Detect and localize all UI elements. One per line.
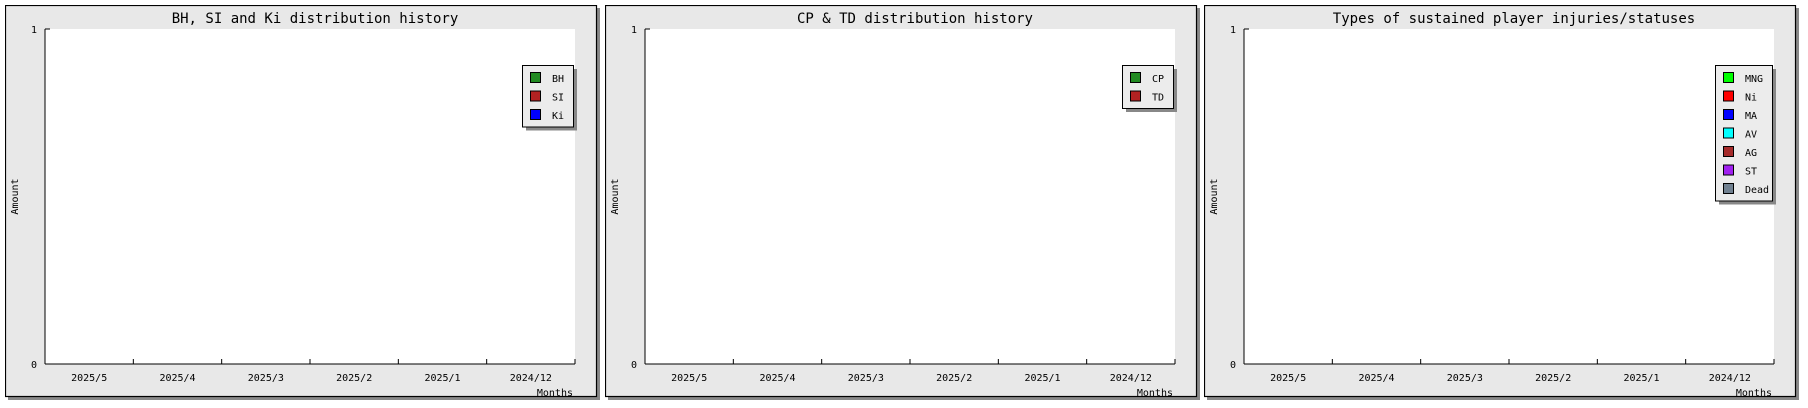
legend-swatch-bh — [530, 72, 541, 83]
x-tick-label: 2025/2 — [1535, 373, 1571, 384]
legend: MNG Ni MA AV AG ST Dead — [1715, 65, 1773, 202]
y-axis-label: Amount — [10, 178, 21, 214]
legend-label: MA — [1745, 111, 1757, 122]
x-tick-label: 2025/3 — [1447, 373, 1483, 384]
chart-panel-bh-si-ki: BH, SI and Ki distribution history 0 1 2025… — [4, 4, 600, 400]
x-tick-label: 2025/1 — [1024, 373, 1060, 384]
legend-label: Ni — [1745, 93, 1757, 104]
legend-label: Ki — [552, 111, 564, 122]
x-axis-label: Months — [1736, 388, 1772, 399]
x-tick-label: 2025/4 — [759, 373, 795, 384]
x-tick-label: 2024/12 — [1709, 373, 1751, 384]
y-tick-label: 1 — [631, 25, 637, 36]
x-tick-label: 2025/2 — [336, 373, 372, 384]
legend-label: AG — [1745, 148, 1757, 159]
y-tick-label: 0 — [31, 360, 37, 371]
chart-title: BH, SI and Ki distribution history — [172, 11, 459, 27]
legend-label: ST — [1745, 167, 1757, 178]
y-axis-label: Amount — [610, 178, 621, 214]
chart-svg: BH, SI and Ki distribution history 0 1 2025… — [4, 4, 600, 400]
legend-label: CP — [1152, 74, 1164, 85]
y-tick-label: 1 — [1230, 25, 1236, 36]
chart-svg: CP & TD distribution history 0 1 2025/5 2025… — [604, 4, 1200, 400]
chart-panel-cp-td: CP & TD distribution history 0 1 2025/5 2025… — [604, 4, 1200, 400]
legend-swatch-ag — [1723, 146, 1734, 157]
legend-swatch-dead — [1723, 183, 1734, 194]
legend-swatch-ki — [530, 109, 541, 120]
x-axis-label: Months — [537, 388, 573, 399]
legend-label: AV — [1745, 130, 1757, 141]
x-tick-label: 2025/3 — [848, 373, 884, 384]
x-tick-label: 2024/12 — [1110, 373, 1152, 384]
plot-area — [645, 29, 1175, 364]
x-tick-label: 2025/3 — [248, 373, 284, 384]
x-tick-label: 2024/12 — [510, 373, 552, 384]
x-axis-label: Months — [1137, 388, 1173, 399]
legend-label: Dead — [1745, 185, 1769, 196]
legend-box — [1122, 65, 1174, 109]
chart-svg: Types of sustained player injuries/statu… — [1203, 4, 1799, 400]
x-tick-label: 2025/5 — [1270, 373, 1306, 384]
legend-label: BH — [552, 74, 564, 85]
y-tick-label: 0 — [631, 360, 637, 371]
x-tick-label: 2025/1 — [1623, 373, 1659, 384]
legend-swatch-st — [1723, 164, 1734, 176]
legend-swatch-ma — [1723, 109, 1734, 120]
y-axis-label: Amount — [1209, 178, 1220, 214]
legend-swatch-ni — [1723, 90, 1734, 102]
x-tick-label: 2025/5 — [71, 373, 107, 384]
x-tick-label: 2025/4 — [159, 373, 195, 384]
chart-title: Types of sustained player injuries/statu… — [1333, 11, 1695, 27]
x-tick-label: 2025/5 — [671, 373, 707, 384]
legend-swatch-mng — [1723, 72, 1734, 83]
x-tick-label: 2025/1 — [424, 373, 460, 384]
legend-swatch-td — [1130, 90, 1141, 102]
legend-swatch-av — [1723, 127, 1734, 139]
legend: CP TD — [1122, 65, 1174, 109]
legend-label: TD — [1152, 93, 1164, 104]
legend-label: SI — [552, 93, 564, 104]
y-tick-label: 0 — [1230, 360, 1236, 371]
legend-label: MNG — [1745, 74, 1763, 85]
x-tick-label: 2025/2 — [936, 373, 972, 384]
legend: BH SI Ki — [522, 65, 574, 128]
plot-area — [45, 29, 575, 364]
plot-area — [1244, 29, 1774, 364]
legend-swatch-si — [530, 90, 541, 102]
chart-title: CP & TD distribution history — [797, 11, 1033, 27]
legend-swatch-cp — [1130, 72, 1141, 83]
chart-panel-injuries: Types of sustained player injuries/statu… — [1203, 4, 1799, 400]
y-tick-label: 1 — [31, 25, 37, 36]
x-tick-label: 2025/4 — [1358, 373, 1394, 384]
